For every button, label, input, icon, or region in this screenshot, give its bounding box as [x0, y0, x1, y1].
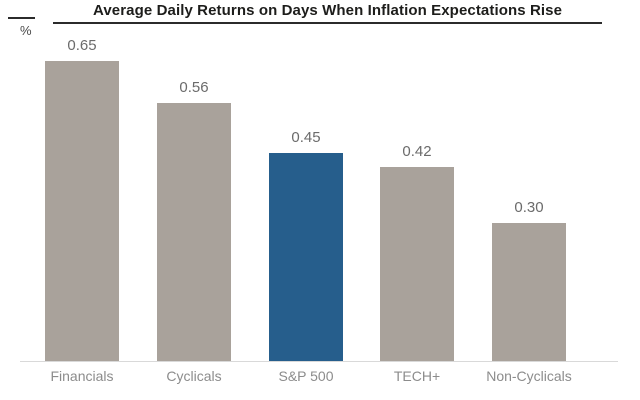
- category-label-financials: Financials: [50, 368, 114, 384]
- bar-tech: [380, 167, 454, 361]
- chart-title: Average Daily Returns on Days When Infla…: [53, 2, 602, 24]
- bar-financials: [45, 61, 119, 361]
- bar-cyclicals: [157, 103, 231, 361]
- bar-non-cyclicals: [492, 223, 566, 361]
- bar-s-p-500: [269, 153, 343, 361]
- category-label-cyclicals: Cyclicals: [166, 368, 222, 384]
- category-label-non-cyclicals: Non-Cyclicals: [486, 368, 572, 384]
- y-axis-unit-label: %: [20, 23, 32, 38]
- value-label-financials: 0.65: [67, 37, 97, 54]
- value-label-non-cyclicals: 0.30: [514, 199, 544, 216]
- value-label-s-p-500: 0.45: [291, 129, 321, 146]
- category-label-tech: TECH+: [393, 368, 441, 384]
- value-label-tech: 0.42: [402, 143, 432, 160]
- unit-rule: [8, 17, 35, 19]
- category-label-s-p-500: S&P 500: [278, 368, 334, 384]
- x-axis-baseline: [20, 361, 618, 362]
- value-label-cyclicals: 0.56: [179, 79, 209, 96]
